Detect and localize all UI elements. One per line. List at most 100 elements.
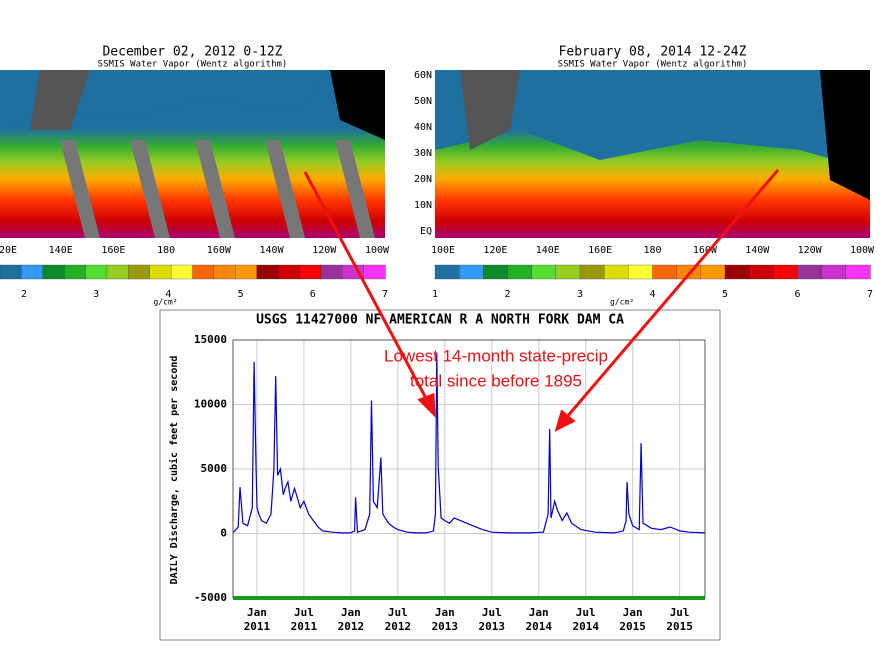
colorbar-cell xyxy=(531,264,557,280)
colorbar-cell xyxy=(85,264,108,280)
colorbar-cell xyxy=(170,264,194,280)
colorbar-label: 2 xyxy=(504,289,510,300)
lon-label: 180 xyxy=(643,245,661,256)
lon-label: 160W xyxy=(693,245,718,256)
colorbar-label: 6 xyxy=(310,289,316,300)
colorbar-label: 7 xyxy=(382,289,388,300)
x-tick-label: Jan xyxy=(529,606,549,619)
colorbar-cell xyxy=(277,264,301,280)
colorbar-label: 2 xyxy=(21,289,27,300)
map-land xyxy=(330,70,385,140)
x-tick-label: Jul xyxy=(576,606,596,619)
colorbar-cell xyxy=(213,264,236,280)
colorbar-cell xyxy=(149,264,172,280)
colorbar-cell xyxy=(652,264,678,280)
y-tick-label: 10000 xyxy=(194,398,227,411)
y-tick-label: 5000 xyxy=(201,462,228,475)
lon-label: 120W xyxy=(312,245,337,256)
chart-box xyxy=(159,309,721,641)
arrow xyxy=(564,169,780,419)
x-tick-label: Jan xyxy=(247,606,267,619)
arrow-head xyxy=(554,409,576,432)
x-tick-year: 2014 xyxy=(525,620,552,633)
colorbar-label: 7 xyxy=(867,289,873,300)
colorbar-label: 5 xyxy=(238,289,244,300)
x-tick-year: 2011 xyxy=(291,620,318,633)
map-subtitle: SSMIS Water Vapor (Wentz algorithm) xyxy=(558,60,748,70)
map-subtitle: SSMIS Water Vapor (Wentz algorithm) xyxy=(98,60,288,70)
colorbar-cell xyxy=(128,264,151,280)
lat-label: 30N xyxy=(414,148,432,159)
annotation-line: total since before 1895 xyxy=(410,371,582,390)
colorbar-label: 3 xyxy=(93,289,99,300)
colorbar-unit: g/cm² xyxy=(154,298,178,307)
chart: USGS 11427000 NF AMERICAN R A NORTH FORK… xyxy=(168,313,706,633)
lon-label: 160E xyxy=(588,245,612,256)
y-tick-label: -5000 xyxy=(194,591,227,604)
colorbar-label: 4 xyxy=(165,289,171,300)
map-land xyxy=(460,70,520,150)
annotation: Lowest 14-month state-precip total since … xyxy=(384,346,608,390)
x-tick-year: 2015 xyxy=(666,620,693,633)
colorbar-cell xyxy=(0,264,23,280)
colorbar-cell xyxy=(845,264,871,280)
colorbar-label: 3 xyxy=(577,289,583,300)
lat-label: 20N xyxy=(414,174,432,185)
colorbar-cell xyxy=(106,264,129,280)
lon-label: 140W xyxy=(745,245,770,256)
colorbar-cell xyxy=(700,264,726,280)
x-tick-label: Jan xyxy=(341,606,361,619)
colorbar-cell xyxy=(42,264,65,280)
lon-label: 100W xyxy=(365,245,390,256)
x-tick-label: Jan xyxy=(623,606,643,619)
colorbar-cell xyxy=(459,264,484,280)
colorbar-cell xyxy=(507,264,533,280)
map-dry xyxy=(435,70,870,170)
lat-label: EQ xyxy=(420,226,432,237)
x-tick-year: 2015 xyxy=(619,620,646,633)
annotation-line: Lowest 14-month state-precip xyxy=(384,346,608,365)
colorbar-label: 6 xyxy=(794,289,800,300)
map-title: December 02, 2012 0-12Z xyxy=(102,45,282,60)
lon-label: 100E xyxy=(431,245,455,256)
colorbar-cell xyxy=(235,264,258,280)
colorbar-cell xyxy=(821,264,847,280)
lon-label: 20E xyxy=(0,245,17,256)
colorbar-cell xyxy=(724,264,750,280)
x-tick-year: 2013 xyxy=(432,620,459,633)
colorbar-cell xyxy=(434,264,460,280)
colorbar-cell xyxy=(555,264,581,280)
colorbar-cell xyxy=(320,264,343,280)
lon-label: 160E xyxy=(101,245,125,256)
map-land xyxy=(820,70,870,200)
colorbar-cell xyxy=(773,264,799,280)
x-tick-label: Jul xyxy=(670,606,690,619)
lon-label: 140E xyxy=(536,245,560,256)
lon-label: 100W xyxy=(850,245,875,256)
x-tick-label: Jul xyxy=(482,606,502,619)
lat-label: 50N xyxy=(414,96,432,107)
x-tick-label: Jul xyxy=(388,606,408,619)
x-tick-year: 2013 xyxy=(479,620,506,633)
x-tick-label: Jul xyxy=(294,606,314,619)
lat-label: 10N xyxy=(414,200,432,211)
colorbar-cell xyxy=(363,264,386,280)
y-tick-label: 0 xyxy=(220,527,227,540)
x-tick-year: 2014 xyxy=(572,620,599,633)
lon-label: 180 xyxy=(157,245,175,256)
map-land xyxy=(30,70,90,130)
colorbar-cell xyxy=(483,264,509,280)
discharge-line xyxy=(233,352,706,534)
lon-label: 120W xyxy=(798,245,823,256)
colorbar-label: 1 xyxy=(432,289,438,300)
colorbar-cell xyxy=(579,264,605,280)
x-tick-year: 2012 xyxy=(338,620,365,633)
chart-title: USGS 11427000 NF AMERICAN R A NORTH FORK… xyxy=(256,313,624,328)
y-axis-label: DAILY Discharge, cubic feet per second xyxy=(168,356,180,585)
arrow-head xyxy=(417,392,436,418)
colorbar-label: 5 xyxy=(722,289,728,300)
map-title: February 08, 2014 12-24Z xyxy=(559,45,747,60)
lon-label: 160W xyxy=(207,245,232,256)
colorbar-cell xyxy=(628,264,654,280)
